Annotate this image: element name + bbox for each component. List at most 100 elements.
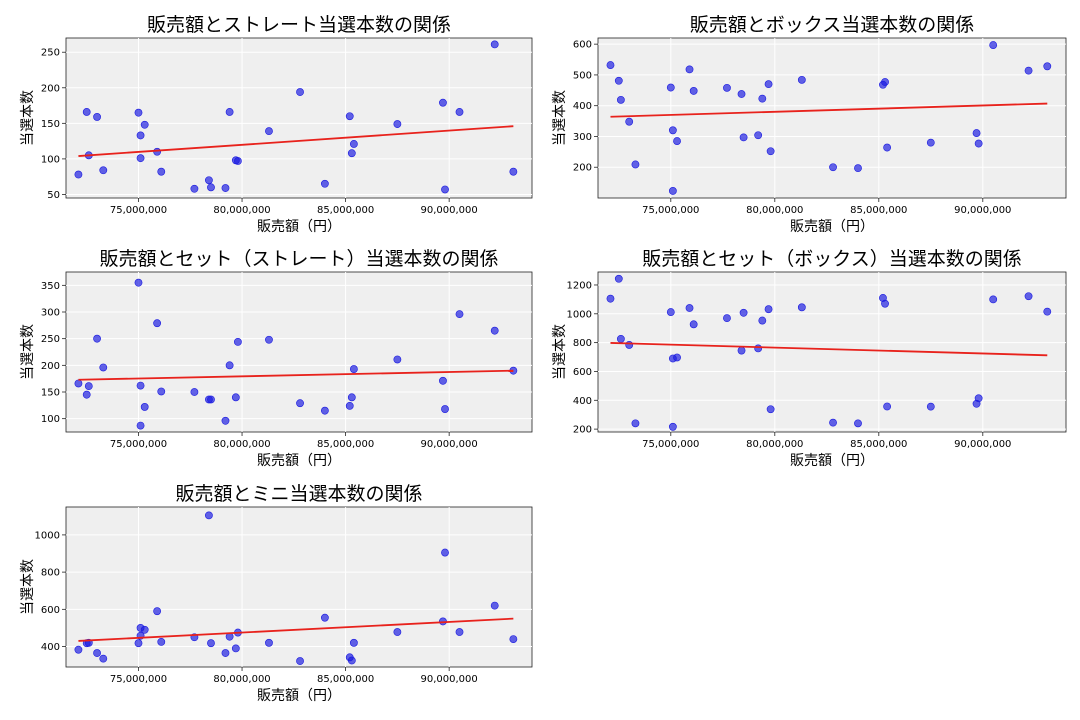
data-point <box>439 98 447 107</box>
data-point <box>207 183 215 192</box>
plot-area <box>65 506 533 668</box>
y-tick-label: 600 <box>573 40 592 51</box>
y-tick-label: 150 <box>41 388 60 399</box>
data-point <box>854 164 862 173</box>
data-point <box>883 143 892 152</box>
data-point <box>225 361 234 370</box>
data-point <box>265 335 273 344</box>
data-point <box>829 163 837 172</box>
y-axis-label: 当選本数 <box>20 559 36 615</box>
chart-title: 販売額とセット（ストレート）当選本数の関係 <box>99 248 498 270</box>
x-tick-label: 85,000,000 <box>317 205 374 216</box>
y-tick-label: 150 <box>41 119 60 130</box>
y-axis-label: 当選本数 <box>20 324 36 380</box>
data-point <box>739 308 748 317</box>
data-point <box>347 656 356 665</box>
data-point <box>766 405 775 414</box>
data-point <box>136 381 145 390</box>
x-tick-label: 90,000,000 <box>421 439 478 450</box>
data-point <box>157 167 166 176</box>
data-point <box>754 344 763 353</box>
data-point <box>157 637 166 646</box>
data-point <box>758 94 767 103</box>
x-tick-label: 75,000,000 <box>110 205 167 216</box>
y-tick-label: 400 <box>41 642 60 653</box>
data-point <box>265 127 273 136</box>
x-tick-label: 75,000,000 <box>110 674 167 685</box>
data-point <box>296 399 304 408</box>
data-point <box>153 147 162 156</box>
data-point <box>881 78 889 86</box>
x-tick-label: 90,000,000 <box>421 674 478 685</box>
data-point <box>625 341 634 349</box>
x-tick-label: 80,000,000 <box>213 205 270 216</box>
data-point <box>136 154 145 163</box>
data-point <box>441 548 449 557</box>
data-point <box>737 90 746 98</box>
data-point <box>320 179 329 188</box>
data-point <box>439 376 447 385</box>
data-point <box>93 113 101 121</box>
x-tick-label: 80,000,000 <box>746 439 803 450</box>
data-point <box>764 305 773 314</box>
y-tick-label: 50 <box>47 190 60 201</box>
data-point <box>689 320 698 329</box>
chart-title: 販売額とストレート当選本数の関係 <box>147 14 451 36</box>
x-tick-label: 85,000,000 <box>850 205 907 216</box>
y-axis-label: 当選本数 <box>20 90 36 146</box>
data-point <box>134 278 143 287</box>
data-point <box>1024 66 1033 75</box>
data-point <box>99 654 108 663</box>
data-point <box>455 108 464 116</box>
data-point <box>631 419 640 428</box>
data-point <box>320 613 329 622</box>
trend-line <box>610 342 1048 357</box>
data-point <box>349 365 358 373</box>
x-tick-label: 85,000,000 <box>317 674 374 685</box>
y-axis-label: 当選本数 <box>552 90 568 146</box>
data-point <box>758 316 767 325</box>
x-axis-label: 販売額（円） <box>790 453 874 469</box>
data-point <box>74 170 83 179</box>
plot-area <box>597 37 1067 199</box>
data-point <box>349 638 358 647</box>
y-tick-label: 600 <box>41 605 60 616</box>
data-point <box>490 40 499 49</box>
data-point <box>490 326 499 335</box>
data-point <box>723 83 731 92</box>
data-point <box>754 131 763 140</box>
y-tick-label: 400 <box>573 101 592 112</box>
y-tick-label: 200 <box>573 163 592 174</box>
data-point <box>972 129 981 137</box>
data-point <box>666 308 675 316</box>
data-point <box>689 87 698 95</box>
data-point <box>345 112 354 121</box>
x-axis-label: 販売額（円） <box>257 453 341 469</box>
chart-title: 販売額とボックス当選本数の関係 <box>690 14 974 36</box>
x-tick-label: 85,000,000 <box>850 439 907 450</box>
data-point <box>207 639 215 648</box>
data-point <box>490 601 499 610</box>
data-point <box>99 166 108 175</box>
data-point <box>764 80 773 89</box>
y-tick-label: 800 <box>41 568 60 579</box>
data-point <box>829 418 837 427</box>
data-point <box>153 607 162 616</box>
x-tick-label: 75,000,000 <box>110 439 167 450</box>
data-point <box>455 628 464 636</box>
chart-panel: 75,000,000 80,000,000 85,000,000 90,000,000… <box>20 248 533 469</box>
data-point <box>509 167 518 176</box>
x-tick-label: 90,000,000 <box>954 439 1011 450</box>
data-point <box>190 388 199 396</box>
data-point <box>737 346 746 355</box>
data-point <box>84 382 93 391</box>
data-point <box>205 511 213 520</box>
data-point <box>854 419 862 428</box>
x-tick-label: 75,000,000 <box>642 439 699 450</box>
data-point <box>723 314 731 323</box>
x-tick-label: 80,000,000 <box>746 205 803 216</box>
y-tick-label: 500 <box>573 70 592 81</box>
y-tick-label: 400 <box>573 396 592 407</box>
data-point <box>221 649 230 657</box>
